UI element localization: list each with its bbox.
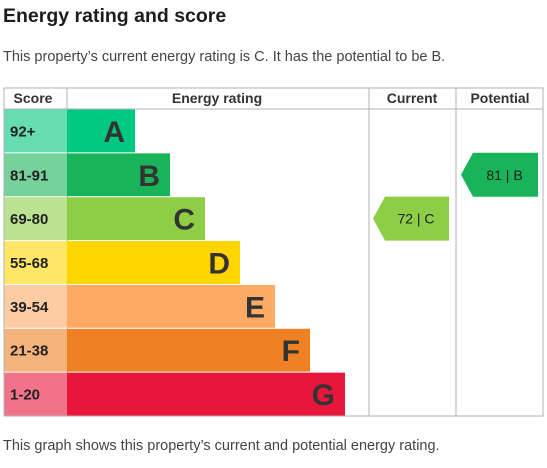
- rating-bands: 92+ A 81-91 B 69-80 C 55-68 D 39-54 E 21-38 F 1-20 G: [4, 109, 345, 416]
- score-range-cell-e: [4, 284, 67, 328]
- band-bar-e: [67, 284, 275, 328]
- score-range-cell-a: [4, 109, 67, 153]
- score-range-b: 81-91: [10, 167, 48, 184]
- band-letter-b: B: [138, 160, 160, 193]
- score-range-f: 21-38: [10, 343, 48, 360]
- band-letter-d: D: [208, 248, 230, 281]
- band-letter-a: A: [103, 116, 125, 149]
- band-letter-f: F: [282, 335, 300, 368]
- current-rating-arrow: [373, 196, 449, 241]
- score-range-cell-b: [4, 153, 67, 197]
- chart-footnote: This graph shows this property’s current…: [3, 438, 440, 454]
- header-current: Current: [387, 90, 438, 106]
- header-score: Score: [14, 90, 53, 106]
- band-bar-g: [67, 372, 345, 416]
- potential-rating-arrow: [461, 152, 538, 197]
- page-title: Energy rating and score: [3, 5, 227, 27]
- band-bar-c: [67, 197, 205, 241]
- potential-rating-label: 81 | B: [486, 167, 522, 183]
- score-range-a: 92+: [10, 123, 36, 140]
- current-rating-label: 72 | C: [397, 211, 434, 227]
- score-range-g: 1-20: [10, 387, 40, 404]
- band-bar-f: [67, 328, 310, 372]
- score-range-cell-d: [4, 241, 67, 284]
- score-range-cell-f: [4, 328, 67, 372]
- band-letter-g: G: [312, 379, 335, 412]
- rating-summary: This property’s current energy rating is…: [3, 49, 446, 65]
- header-potential: Potential: [470, 90, 529, 106]
- band-bar-b: [67, 153, 170, 197]
- score-range-cell-g: [4, 372, 67, 416]
- band-letter-e: E: [245, 291, 265, 324]
- score-range-e: 39-54: [10, 299, 49, 316]
- header-energy-rating: Energy rating: [172, 90, 262, 106]
- rating-arrows: 72 | C 81 | B: [373, 152, 538, 241]
- band-bar-a: [67, 109, 135, 153]
- band-bar-d: [67, 241, 240, 284]
- score-range-c: 69-80: [10, 211, 48, 228]
- score-range-d: 55-68: [10, 255, 48, 272]
- band-letter-c: C: [173, 204, 195, 237]
- score-range-cell-c: [4, 197, 67, 241]
